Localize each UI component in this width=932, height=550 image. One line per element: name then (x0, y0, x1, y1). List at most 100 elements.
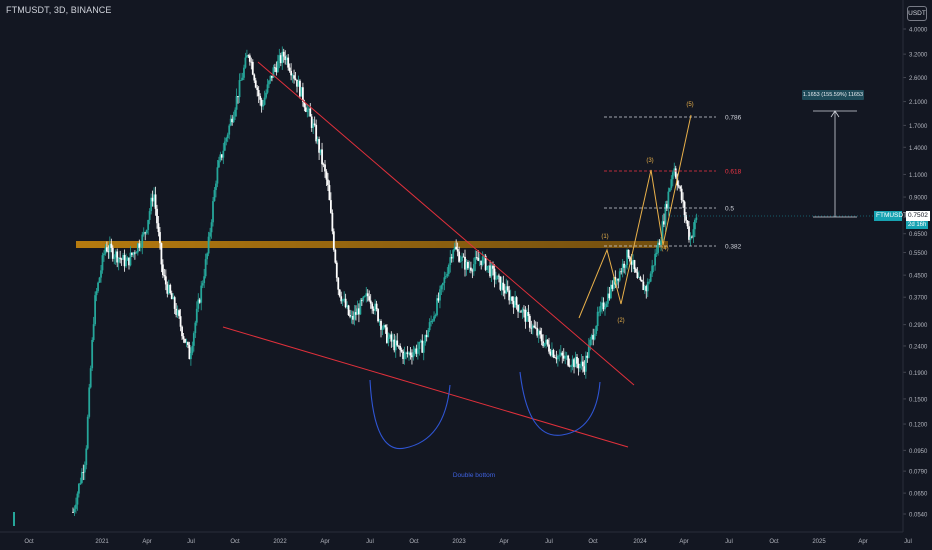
wave-label: (4) (661, 246, 668, 252)
candle-body (688, 226, 690, 240)
candle-body (97, 282, 99, 292)
candle-body (349, 315, 351, 317)
candle-body (646, 281, 649, 292)
candle-body (677, 185, 680, 187)
bottom-curve-left[interactable] (369, 379, 451, 450)
candle-body (83, 464, 86, 473)
candle-body (188, 344, 191, 360)
candle-body (660, 240, 662, 245)
candle-body (301, 87, 304, 102)
candle-body (167, 284, 170, 294)
candle-body (474, 257, 477, 265)
candle-body (141, 234, 144, 247)
candle-body (139, 246, 142, 248)
candle-body (315, 124, 318, 142)
candle-body (76, 493, 79, 505)
candle-body (413, 348, 416, 353)
candle-body (362, 296, 365, 301)
candle-body (335, 262, 338, 278)
candle-body (558, 355, 561, 357)
candle-body (244, 57, 247, 68)
candle-body (148, 211, 151, 220)
candle-body (86, 416, 89, 449)
candle-body (344, 298, 347, 308)
candle-body (181, 326, 183, 337)
candle-body (110, 243, 113, 248)
candle-body (652, 265, 655, 267)
candle-body (378, 321, 381, 322)
candle-body (157, 223, 160, 233)
candle-body (247, 55, 250, 57)
candle-body (418, 341, 421, 349)
candle-body (471, 270, 474, 272)
candle-body (523, 309, 525, 311)
candle-body (439, 289, 441, 301)
candle-body (222, 150, 225, 158)
x-tick-label: Oct (230, 539, 240, 545)
candle-body (657, 242, 659, 253)
candle-body (79, 482, 82, 484)
current-price-label: 0.7502 (906, 211, 930, 221)
candle-body (487, 265, 490, 267)
wave-label: (3) (646, 158, 653, 164)
wave-label: (5) (686, 102, 693, 108)
support-trendline[interactable] (222, 326, 629, 448)
candle-body (313, 123, 316, 125)
candle-body (100, 270, 102, 278)
candle-body (369, 300, 372, 304)
candle-body (645, 286, 648, 292)
wave-label: (1) (601, 234, 608, 240)
candle-body (293, 75, 295, 79)
y-tick-label: 0.6500 (909, 232, 928, 238)
candle-body (291, 75, 294, 77)
candle-body (166, 284, 169, 294)
symbol-title[interactable]: FTMUSDT, 3D, BINANCE (6, 5, 112, 15)
candle-body (430, 320, 433, 323)
candle-body (608, 293, 611, 299)
candle-body (310, 116, 313, 128)
x-tick-label: 2022 (273, 539, 287, 545)
candle-body (586, 355, 589, 358)
candle-body (273, 67, 276, 69)
x-tick-label: Jul (725, 539, 733, 545)
candle-body (409, 352, 412, 356)
candle-body (374, 303, 377, 311)
candle-body (462, 256, 465, 258)
candle-body (638, 277, 640, 279)
candle-body (179, 316, 182, 327)
y-tick-label: 1.7000 (909, 124, 928, 130)
currency-button[interactable]: USDT (907, 6, 927, 21)
x-tick-label: Apr (142, 539, 151, 545)
candle-body (561, 352, 564, 356)
candle-body (235, 96, 238, 110)
candle-body (458, 251, 461, 262)
candle-body (299, 80, 301, 97)
candle-body (371, 303, 374, 309)
candle-body (95, 291, 98, 296)
candle-body (197, 299, 200, 309)
x-tick-label: Jul (187, 539, 195, 545)
candle-body (164, 276, 167, 285)
candle-body (533, 325, 536, 328)
y-tick-label: 0.3700 (909, 296, 928, 302)
candle-body (257, 90, 260, 97)
measure-arrowhead (830, 110, 840, 118)
candle-body (549, 351, 552, 356)
candle-body (472, 264, 475, 272)
candle-body (312, 123, 315, 128)
candle-body (284, 56, 287, 61)
candle-body (511, 296, 514, 301)
candle-body (125, 260, 127, 267)
candle-body (191, 345, 194, 354)
candle-body (132, 252, 135, 255)
x-tick-label: 2024 (633, 539, 647, 545)
candle-body (251, 61, 254, 75)
candle-body (400, 349, 403, 352)
elliott-wave-path[interactable] (578, 114, 692, 319)
candle-body (204, 259, 207, 277)
candle-body (262, 104, 265, 107)
bottom-curve-right[interactable] (519, 371, 601, 436)
descending-trendline[interactable] (257, 61, 635, 386)
candle-body (111, 247, 114, 259)
